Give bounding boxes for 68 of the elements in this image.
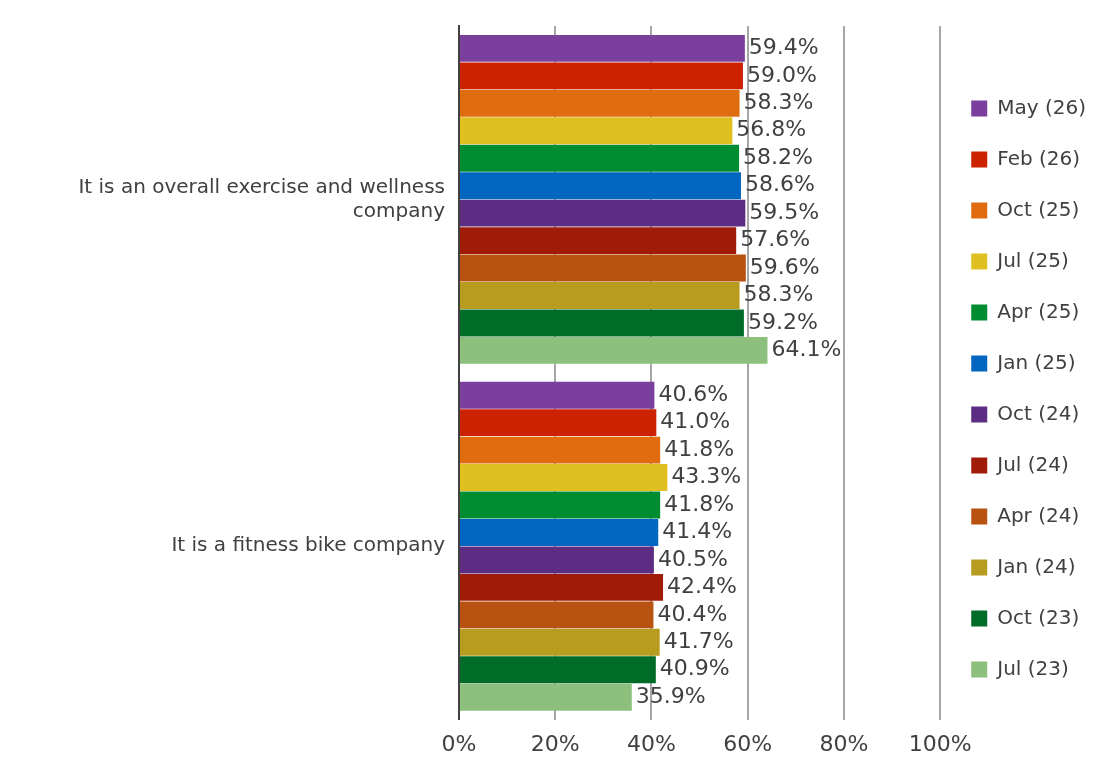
legend-label: Feb (26) xyxy=(997,145,1081,170)
bar xyxy=(460,464,668,492)
bar xyxy=(460,199,746,227)
bar xyxy=(460,573,664,601)
data-label: 41.4% xyxy=(662,518,733,544)
data-label: 59.2% xyxy=(747,308,818,334)
bar xyxy=(460,309,744,337)
bar xyxy=(460,254,746,282)
data-label: 40.6% xyxy=(658,380,729,406)
legend-label: Jul (23) xyxy=(995,655,1069,680)
bar xyxy=(460,117,733,145)
y-tick-label: It is an overall exercise and wellness company xyxy=(78,173,446,222)
bar xyxy=(460,336,768,364)
legend-label: Apr (25) xyxy=(997,298,1080,323)
data-label: 41.8% xyxy=(664,490,735,516)
data-label: 58.3% xyxy=(743,281,814,307)
legend-label: Oct (25) xyxy=(997,196,1080,221)
data-label: 59.6% xyxy=(749,253,820,279)
bar xyxy=(460,628,660,656)
data-label: 43.3% xyxy=(671,463,742,489)
data-label: 42.4% xyxy=(667,573,737,599)
x-tick-label: 80% xyxy=(819,730,869,756)
data-label: 59.0% xyxy=(746,61,817,87)
bar xyxy=(460,436,661,464)
x-tick-label: 40% xyxy=(627,730,676,756)
bar xyxy=(460,89,740,117)
data-label: 41.0% xyxy=(660,408,731,434)
legend-label: Apr (24) xyxy=(997,502,1080,527)
legend-label: Jan (24) xyxy=(995,553,1076,578)
data-label: 58.2% xyxy=(743,143,813,169)
legend-label: Oct (23) xyxy=(997,604,1080,629)
bar xyxy=(460,144,740,172)
legend-label: Oct (24) xyxy=(997,400,1080,425)
y-tick-label: It is a fitness bike company xyxy=(171,532,446,557)
data-label: 56.8% xyxy=(736,116,807,142)
bar xyxy=(460,491,661,519)
bar xyxy=(460,519,659,546)
bar xyxy=(460,34,745,62)
bar xyxy=(460,381,655,409)
data-label: 35.9% xyxy=(635,682,706,708)
bar xyxy=(460,546,654,574)
data-label: 41.7% xyxy=(663,628,734,654)
data-label: 59.4% xyxy=(748,34,819,60)
bar xyxy=(460,601,654,629)
x-tick-label: 60% xyxy=(723,730,773,756)
x-tick-label: 100% xyxy=(908,730,972,756)
bar xyxy=(460,656,656,684)
bar xyxy=(460,683,632,711)
data-label: 41.8% xyxy=(664,435,735,461)
legend-label: Jul (24) xyxy=(995,451,1069,476)
bar xyxy=(460,282,740,309)
data-label: 40.5% xyxy=(657,545,728,571)
legend-label: May (26) xyxy=(997,94,1087,119)
legend-label: Jul (25) xyxy=(995,247,1069,272)
data-label: 40.9% xyxy=(659,655,730,681)
bar xyxy=(460,62,743,90)
x-tick-label: 20% xyxy=(530,730,580,756)
legend-label: Jan (25) xyxy=(995,349,1076,374)
data-label: 58.6% xyxy=(745,171,815,197)
data-label: 64.1% xyxy=(771,336,842,362)
data-label: 58.3% xyxy=(743,89,814,115)
x-tick-label: 0% xyxy=(441,730,477,756)
data-label: 40.4% xyxy=(657,600,728,626)
data-label: 57.6% xyxy=(740,226,811,252)
bar xyxy=(460,409,657,437)
bar xyxy=(460,172,742,200)
bar xyxy=(460,227,737,255)
data-label: 59.5% xyxy=(749,198,820,224)
